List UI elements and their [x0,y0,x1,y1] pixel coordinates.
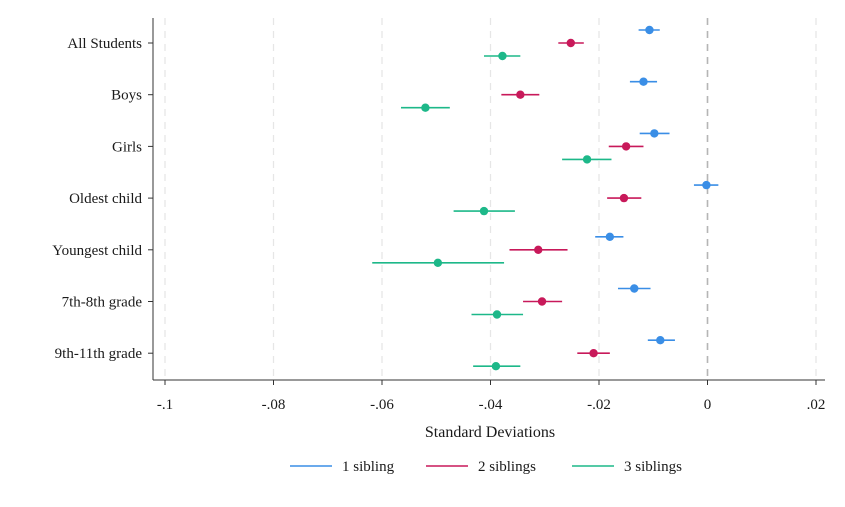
x-tick-label: -.02 [587,397,611,413]
point-estimate [534,245,543,254]
point-estimate [630,284,639,293]
category-label: Girls [112,139,142,155]
x-axis-label: Standard Deviations [425,424,555,441]
point-estimate [421,103,430,112]
legend-label: 1 sibling [342,459,395,475]
x-tick-label: .02 [807,397,826,413]
point-estimate [702,180,711,190]
legend-label: 2 siblings [478,459,536,475]
axes [152,18,825,381]
legend: 1 sibling 2 siblings 3 siblings [290,459,682,475]
point-estimate [492,310,502,319]
x-tick-label: -.04 [479,397,503,413]
point-estimate [650,129,659,138]
point-estimate [433,258,443,267]
x-tick-label: -.08 [262,397,286,413]
x-tick-label: 0 [704,397,712,413]
category-label: All Students [67,36,142,52]
point-estimate [582,155,592,164]
point-estimate [566,38,575,48]
point-estimate [516,90,525,99]
point-estimate [498,51,507,61]
x-ticks: -.1 -.08 -.06 -.04 -.02 0 .02 [157,380,826,413]
point-estimate [619,193,629,203]
point-estimate [621,142,631,151]
x-tick-label: -.1 [157,397,173,413]
legend-label: 3 siblings [624,459,682,475]
category-label: Oldest child [69,191,142,207]
point-estimate [537,297,547,306]
category-label: Youngest child [52,243,142,259]
point-estimate [589,349,598,358]
point-estimate [491,362,501,371]
category-label: Boys [111,88,142,104]
point-estimate [656,336,665,345]
category-labels: All Students Boys Girls Oldest child Younges… [52,36,153,362]
category-label: 9th-11th grade [55,346,143,362]
x-tick-label: -.06 [370,397,394,413]
data-marks [372,25,719,371]
point-estimate [479,206,489,216]
point-estimate [645,25,654,35]
grid-lines [164,18,817,380]
point-estimate [605,232,615,241]
category-label: 7th-8th grade [62,295,143,311]
point-estimate [639,77,648,86]
